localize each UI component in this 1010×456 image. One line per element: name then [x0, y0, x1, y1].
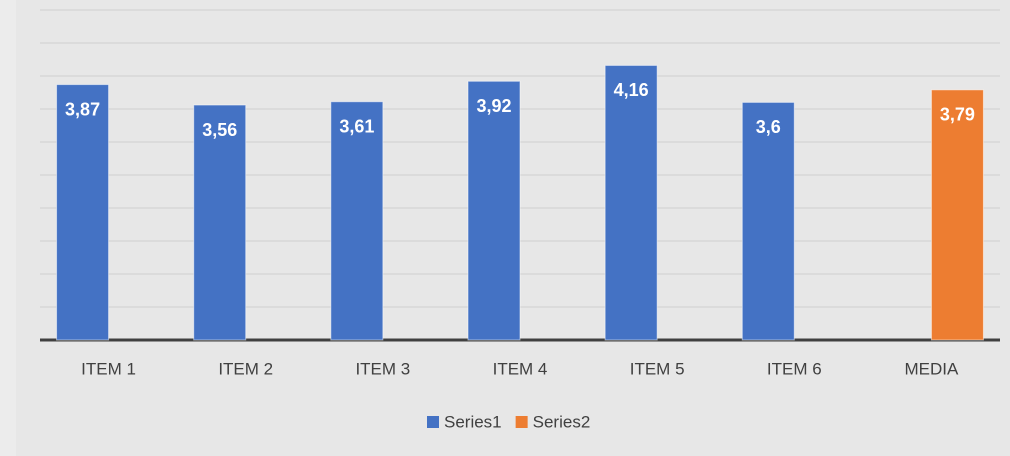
data-label: 4,16: [614, 80, 649, 100]
x-tick-label: ITEM 3: [355, 359, 410, 378]
x-tick-label: ITEM 4: [493, 359, 548, 378]
bar: [741, 101, 795, 341]
data-label: 3,79: [940, 105, 975, 125]
bar: [930, 89, 984, 341]
bar: [467, 80, 521, 341]
x-tick-label: ITEM 1: [81, 359, 136, 378]
data-label: 3,92: [476, 96, 511, 116]
bar: [330, 101, 384, 341]
data-label: 3,87: [65, 99, 100, 119]
x-tick-label: MEDIA: [905, 359, 960, 378]
data-label: 3,61: [339, 116, 374, 136]
bar: [604, 64, 658, 341]
data-label: 3,56: [202, 120, 237, 140]
x-tick-label: ITEM 6: [767, 359, 822, 378]
legend-label: Series2: [533, 412, 591, 431]
bar: [56, 84, 110, 341]
x-tick-label: ITEM 2: [218, 359, 273, 378]
data-label: 3,6: [756, 117, 781, 137]
x-tick-label: ITEM 5: [630, 359, 685, 378]
legend-swatch: [427, 416, 439, 428]
legend-swatch: [515, 416, 528, 428]
bar: [193, 104, 247, 341]
left-strip: [0, 0, 16, 456]
legend-label: Series1: [444, 412, 502, 431]
